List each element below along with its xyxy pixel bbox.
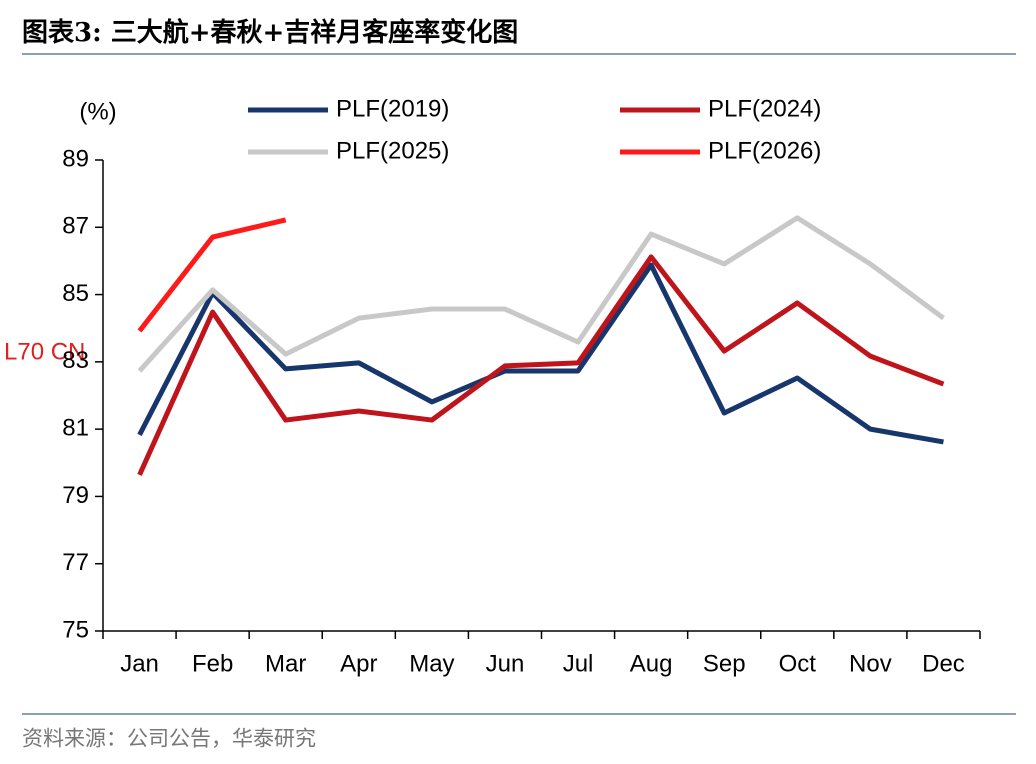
x-tick-label: Jan [120,650,159,677]
x-tick-label: Oct [779,650,817,677]
y-axis-label: (%) [79,98,116,125]
series-line [137,262,944,445]
x-tick-label: Feb [192,650,233,677]
annotation: L70 CN [4,338,85,365]
series-line [137,254,945,476]
y-tick-label: 79 [62,482,89,509]
y-tick-label: 85 [62,280,89,307]
x-tick-label: Jul [563,650,594,677]
x-tick-label: Jun [486,650,525,677]
source: 资料来源：公司公告，华泰研究 [22,727,316,751]
x-tick-label: Mar [265,650,306,677]
legend-label: PLF(2019) [336,95,449,122]
series-line [137,217,287,333]
y-tick-label: 89 [62,145,89,172]
y-tick-label: 83 [62,347,89,374]
x-tick-label: Nov [849,650,892,677]
y-tick-label: 77 [62,549,89,576]
x-tick-label: Dec [922,650,965,677]
x-tick-label: Aug [630,650,673,677]
x-tick-label: May [409,650,454,677]
chart-title: 图表3: 三大航+春秋+吉祥月客座率变化图 [22,17,518,48]
legend-label: PLF(2026) [708,137,821,164]
y-tick-label: 75 [62,616,89,643]
series-line [137,215,945,373]
y-tick-label: 87 [62,213,89,240]
x-tick-label: Apr [340,650,377,677]
x-tick-label: Sep [703,650,746,677]
y-tick-label: 81 [62,414,89,441]
legend-label: PLF(2025) [336,137,449,164]
legend-label: PLF(2024) [708,95,821,122]
